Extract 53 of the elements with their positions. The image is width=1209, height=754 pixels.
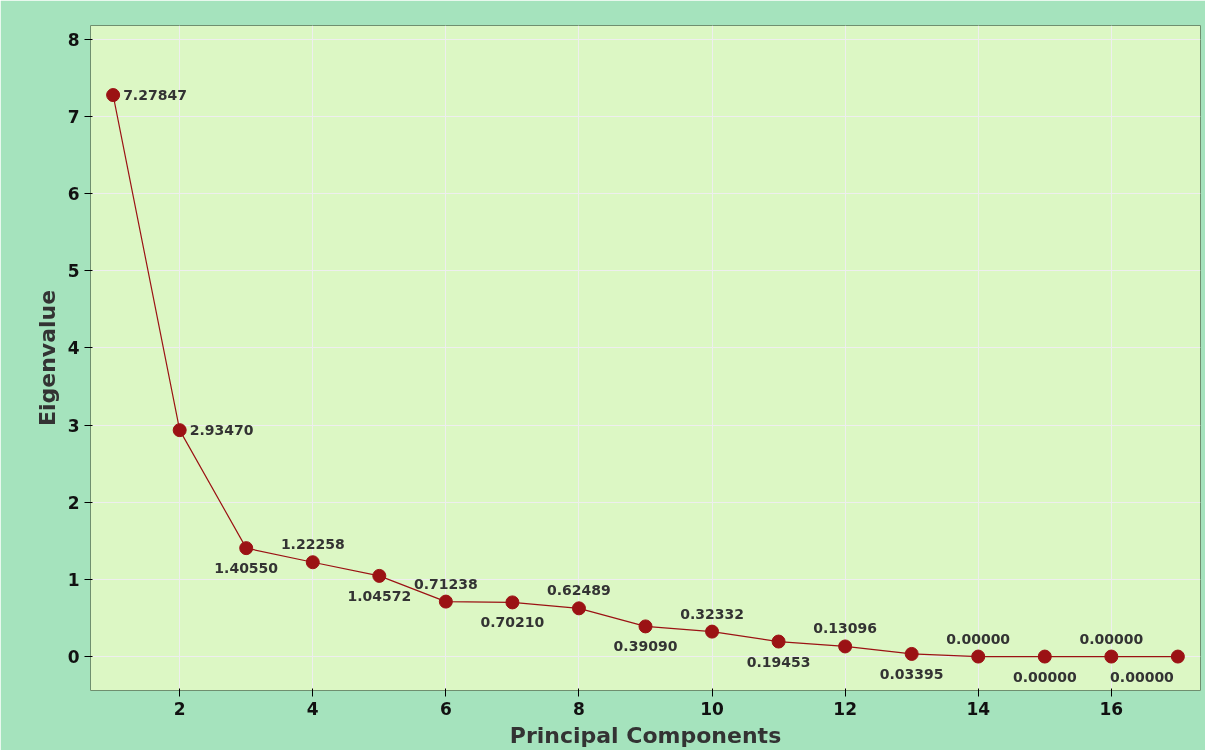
data-label: 0.00000 — [1012, 668, 1077, 685]
point — [904, 646, 919, 661]
data-label: 0.03395 — [879, 665, 944, 682]
data-label: 2.93470 — [189, 422, 254, 439]
y-tick-label: 4 — [67, 338, 80, 359]
data-label: 0.13096 — [813, 620, 878, 637]
point — [705, 624, 720, 639]
x-tick-label: 14 — [966, 698, 991, 719]
x-tick-label: 16 — [1099, 698, 1124, 719]
y-tick-label: 6 — [67, 184, 80, 205]
point — [771, 634, 786, 649]
point — [505, 595, 520, 610]
y-tick-label: 2 — [67, 492, 80, 513]
x-tick-label: 8 — [573, 698, 585, 719]
data-label: 1.04572 — [347, 587, 412, 604]
data-label: 0.39090 — [613, 638, 678, 655]
x-tick-label: 12 — [833, 698, 857, 719]
point — [438, 594, 453, 609]
y-tick-label: 7 — [67, 107, 80, 128]
point — [838, 639, 853, 654]
data-label: 0.32332 — [680, 605, 744, 622]
x-tick-label: 6 — [439, 698, 452, 719]
point — [571, 601, 586, 616]
y-tick-label: 3 — [67, 415, 80, 436]
data-label: 1.40550 — [214, 560, 279, 577]
data-label: 0.00000 — [1110, 668, 1175, 685]
point — [106, 88, 121, 103]
data-label: 0.00000 — [1079, 630, 1144, 647]
point — [1104, 649, 1119, 664]
x-tick-label: 2 — [173, 698, 186, 719]
y-tick-label: 1 — [67, 569, 80, 590]
data-label: 7.27847 — [123, 87, 187, 104]
data-label: 0.71238 — [413, 575, 478, 592]
data-label: 1.22258 — [280, 536, 345, 553]
x-tick-label: 10 — [700, 698, 725, 719]
point — [305, 555, 320, 570]
y-axis-title: Eigenvalue — [34, 289, 60, 427]
point — [172, 423, 187, 438]
y-tick-label: 0 — [67, 647, 80, 668]
point — [638, 619, 653, 634]
point — [1170, 649, 1185, 664]
point — [372, 568, 387, 583]
y-tick-label: 5 — [67, 261, 80, 282]
data-label: 0.19453 — [746, 653, 811, 670]
point — [1037, 649, 1052, 664]
data-label: 0.70210 — [480, 614, 545, 631]
data-label: 0.62489 — [547, 582, 611, 599]
y-tick-label: 8 — [67, 29, 80, 50]
data-label: 0.00000 — [946, 630, 1011, 647]
point — [239, 541, 254, 556]
x-tick-label: 4 — [306, 698, 319, 719]
point — [971, 649, 986, 664]
x-axis-title: Principal Components — [509, 722, 782, 748]
